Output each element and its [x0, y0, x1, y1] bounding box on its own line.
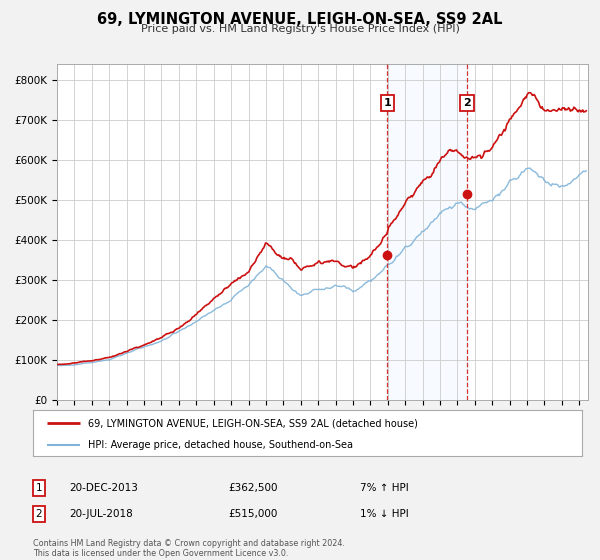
Text: This data is licensed under the Open Government Licence v3.0.: This data is licensed under the Open Gov…	[33, 549, 289, 558]
Text: 1% ↓ HPI: 1% ↓ HPI	[360, 509, 409, 519]
Text: 69, LYMINGTON AVENUE, LEIGH-ON-SEA, SS9 2AL (detached house): 69, LYMINGTON AVENUE, LEIGH-ON-SEA, SS9 …	[88, 418, 418, 428]
Text: 1: 1	[35, 483, 43, 493]
Text: 2: 2	[463, 98, 471, 108]
Text: 20-JUL-2018: 20-JUL-2018	[69, 509, 133, 519]
Text: £362,500: £362,500	[228, 483, 277, 493]
Bar	[387, 64, 467, 400]
Text: £515,000: £515,000	[228, 509, 277, 519]
Text: 1: 1	[383, 98, 391, 108]
Text: Price paid vs. HM Land Registry's House Price Index (HPI): Price paid vs. HM Land Registry's House …	[140, 24, 460, 34]
Text: HPI: Average price, detached house, Southend-on-Sea: HPI: Average price, detached house, Sout…	[88, 440, 353, 450]
Text: Contains HM Land Registry data © Crown copyright and database right 2024.: Contains HM Land Registry data © Crown c…	[33, 539, 345, 548]
Text: 7% ↑ HPI: 7% ↑ HPI	[360, 483, 409, 493]
Text: 20-DEC-2013: 20-DEC-2013	[69, 483, 138, 493]
Text: 2: 2	[35, 509, 43, 519]
Text: 69, LYMINGTON AVENUE, LEIGH-ON-SEA, SS9 2AL: 69, LYMINGTON AVENUE, LEIGH-ON-SEA, SS9 …	[97, 12, 503, 27]
